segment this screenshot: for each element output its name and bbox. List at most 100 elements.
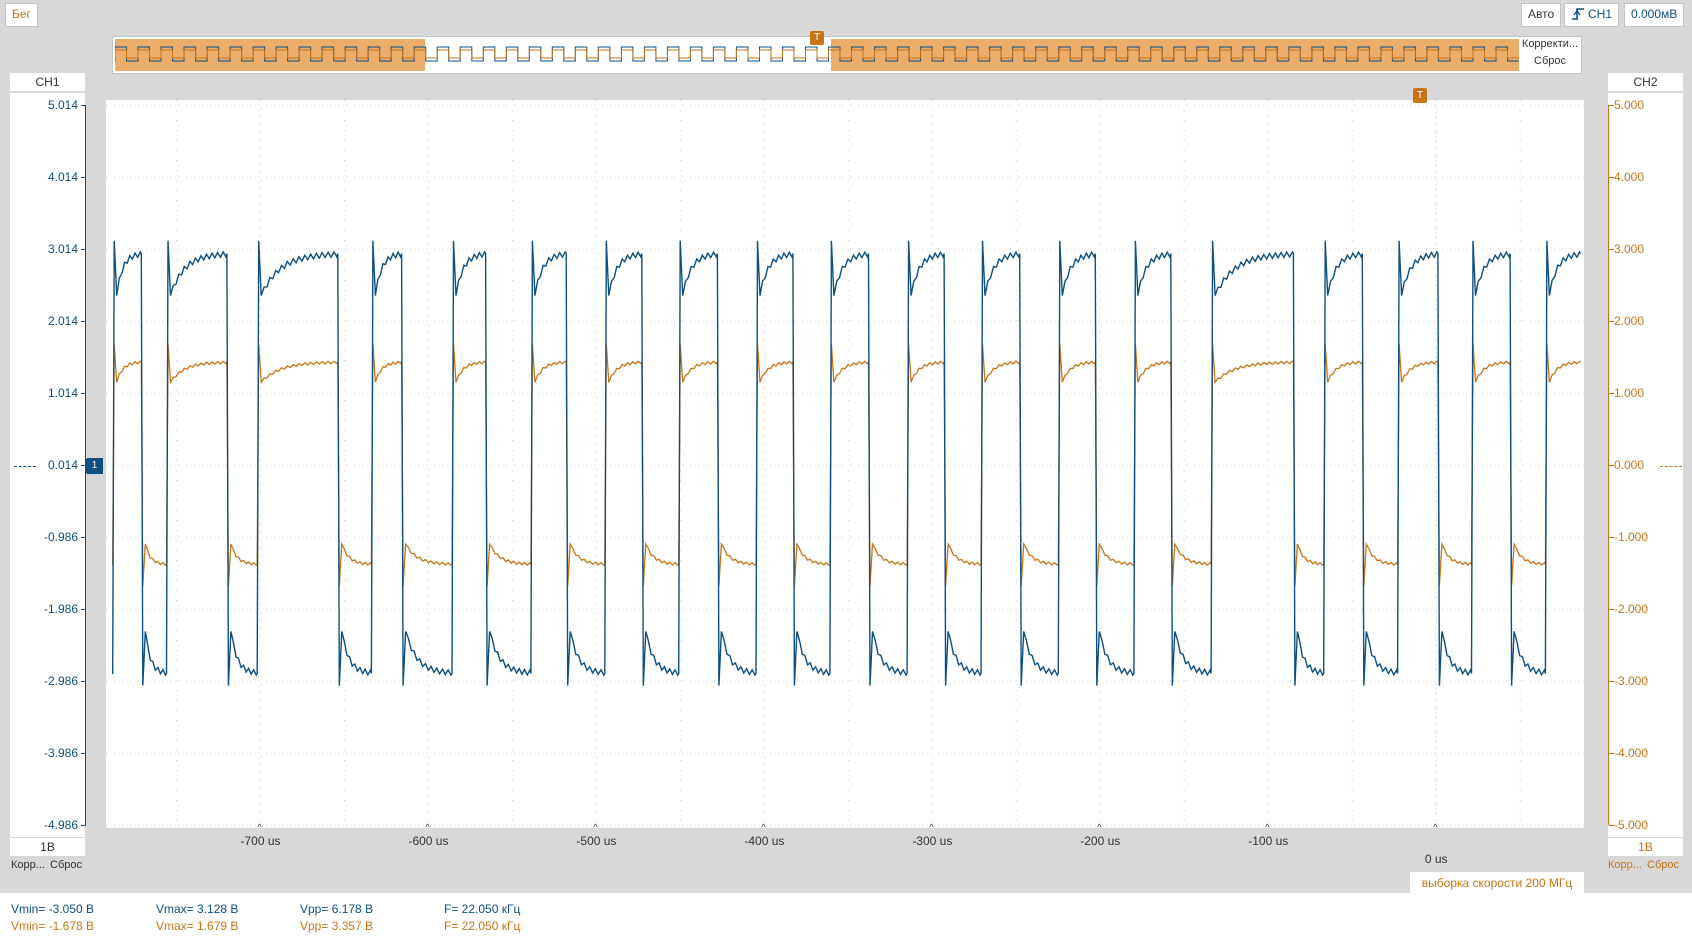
trigger-edge-icon — [1571, 7, 1585, 27]
ch1-vmin: Vmin= -3.050 В — [11, 902, 95, 916]
overview-ch2-wave — [115, 49, 1519, 59]
overview-reset-button[interactable]: Сброс — [1534, 55, 1566, 67]
ch2-tick-label: -1.000 — [1614, 530, 1649, 544]
x-tick-label: -300 us — [912, 834, 953, 848]
x-tick-label: -100 us — [1248, 834, 1289, 848]
x-tick-caret: ^ — [425, 822, 430, 832]
ch2-tick-mark — [1609, 393, 1614, 394]
ch1-tick-label: -3.986 — [43, 746, 78, 760]
ch2-vmax: Vmax= 1.679 В — [156, 919, 239, 933]
ch2-tick-label: 2.000 — [1614, 314, 1645, 328]
ch2-correct-button[interactable]: Корр... — [1608, 859, 1642, 871]
overview-trigger-marker[interactable]: T — [810, 31, 824, 45]
ch1-tick-label: 2.014 — [47, 314, 78, 328]
ch2-tick-label: 4.000 — [1614, 170, 1645, 184]
trigger-position-marker[interactable]: T — [1413, 88, 1427, 103]
overview-waveform — [115, 39, 1519, 71]
ch1-title[interactable]: CH1 — [10, 73, 85, 91]
ch1-vpp: Vpp= 6.178 В — [300, 902, 374, 916]
ch2-axis-line — [1608, 105, 1609, 825]
ch1-waveform — [111, 240, 1582, 686]
ch2-tick-label: -4.000 — [1614, 746, 1649, 760]
ch1-tick-mark — [81, 609, 86, 610]
ch2-tick-mark — [1609, 825, 1614, 826]
ch1-reset-button[interactable]: Сброс — [50, 859, 82, 871]
ch2-tick-mark — [1609, 465, 1614, 466]
overview-correct-button[interactable]: Корректи... — [1521, 38, 1579, 50]
ch1-rail — [10, 93, 85, 837]
ch1-tick-label: -4.986 — [43, 818, 78, 832]
x-tick-caret: ^ — [1097, 822, 1102, 832]
ch1-tick-mark — [81, 825, 86, 826]
trigger-level-button[interactable]: 0.000мВ — [1624, 3, 1685, 27]
ch1-tick-mark — [81, 537, 86, 538]
waveform-plot — [106, 100, 1584, 828]
ch1-frequency: F= 22.050 кГц — [444, 902, 521, 916]
ch2-tick-label: 0.000 — [1614, 458, 1645, 472]
sample-rate-label: выборка скорости 200 МГц — [1410, 872, 1584, 894]
x-tick-caret: ^ — [257, 822, 262, 832]
x-tick-caret: ^ — [929, 822, 934, 832]
ch2-tick-label: 3.000 — [1614, 242, 1645, 256]
x-tick-label: -500 us — [576, 834, 617, 848]
ch2-vpp: Vpp= 3.357 В — [300, 919, 374, 933]
ch2-tick-mark — [1609, 681, 1614, 682]
ch2-offset-dash — [1660, 466, 1682, 467]
mode-button[interactable]: Авто — [1521, 3, 1562, 27]
trigger-source-button[interactable]: CH1 — [1564, 3, 1620, 27]
ch1-tick-label: 1.014 — [47, 386, 78, 400]
ch1-correct-button[interactable]: Корр... — [11, 859, 45, 871]
ch2-tick-mark — [1609, 537, 1614, 538]
x-tick-label: -600 us — [408, 834, 449, 848]
ch2-title[interactable]: CH2 — [1608, 73, 1683, 91]
ch2-tick-mark — [1609, 249, 1614, 250]
ch1-tick-label: 5.014 — [47, 98, 78, 112]
ch2-tick-mark — [1609, 609, 1614, 610]
ch2-scale[interactable]: 1В — [1608, 838, 1683, 856]
ch1-offset-dash — [14, 466, 36, 467]
plot-area[interactable]: T — [106, 88, 1584, 828]
run-state-button[interactable]: Бег — [5, 3, 38, 27]
overview-strip[interactable]: T Корректи... Сброс — [112, 31, 1582, 74]
ch2-waveform — [111, 344, 1582, 586]
ch2-reset-button[interactable]: Сброс — [1647, 859, 1679, 871]
x-tick-caret: ^ — [1265, 822, 1270, 832]
ch2-rail — [1608, 93, 1683, 837]
ch1-scale[interactable]: 1В — [10, 838, 85, 856]
ch2-tick-mark — [1609, 753, 1614, 754]
x-tick-label: -200 us — [1080, 834, 1121, 848]
ch1-offset-marker[interactable]: 1 — [86, 458, 103, 474]
ch2-tick-mark — [1609, 177, 1614, 178]
measurements-panel: Vmin= -3.050 В Vmax= 3.128 В Vpp= 6.178 … — [0, 893, 1692, 940]
ch2-tick-label: 5.000 — [1614, 98, 1645, 112]
ch1-tick-label: 3.014 — [47, 242, 78, 256]
ch2-tick-mark — [1609, 105, 1614, 106]
x-tick-label: 0 us — [1424, 852, 1448, 866]
overview-shade-left — [115, 39, 425, 71]
ch1-tick-mark — [81, 321, 86, 322]
ch2-tick-label: -5.000 — [1614, 818, 1649, 832]
ch1-tick-label: -1.986 — [43, 602, 78, 616]
x-tick-label: -700 us — [240, 834, 281, 848]
ch1-tick-label: 0.014 — [47, 458, 78, 472]
ch2-vmin: Vmin= -1.678 В — [11, 919, 95, 933]
x-tick-caret: ^ — [761, 822, 766, 832]
ch2-tick-label: -3.000 — [1614, 674, 1649, 688]
ch1-vmax: Vmax= 3.128 В — [156, 902, 239, 916]
ch2-tick-mark — [1609, 321, 1614, 322]
ch1-tick-mark — [81, 105, 86, 106]
ch2-tick-label: 1.000 — [1614, 386, 1645, 400]
ch1-tick-label: -2.986 — [43, 674, 78, 688]
trigger-source-label: CH1 — [1588, 7, 1613, 21]
x-tick-label: -400 us — [744, 834, 785, 848]
ch1-tick-label: 4.014 — [47, 170, 78, 184]
ch1-tick-mark — [81, 681, 86, 682]
x-tick-caret: ^ — [593, 822, 598, 832]
ch2-frequency: F= 22.050 кГц — [444, 919, 521, 933]
ch1-tick-mark — [81, 465, 86, 466]
ch1-tick-mark — [81, 753, 86, 754]
ch1-tick-mark — [81, 393, 86, 394]
ch1-tick-mark — [81, 177, 86, 178]
ch2-tick-label: -2.000 — [1614, 602, 1649, 616]
x-tick-caret: ^ — [1433, 822, 1438, 832]
